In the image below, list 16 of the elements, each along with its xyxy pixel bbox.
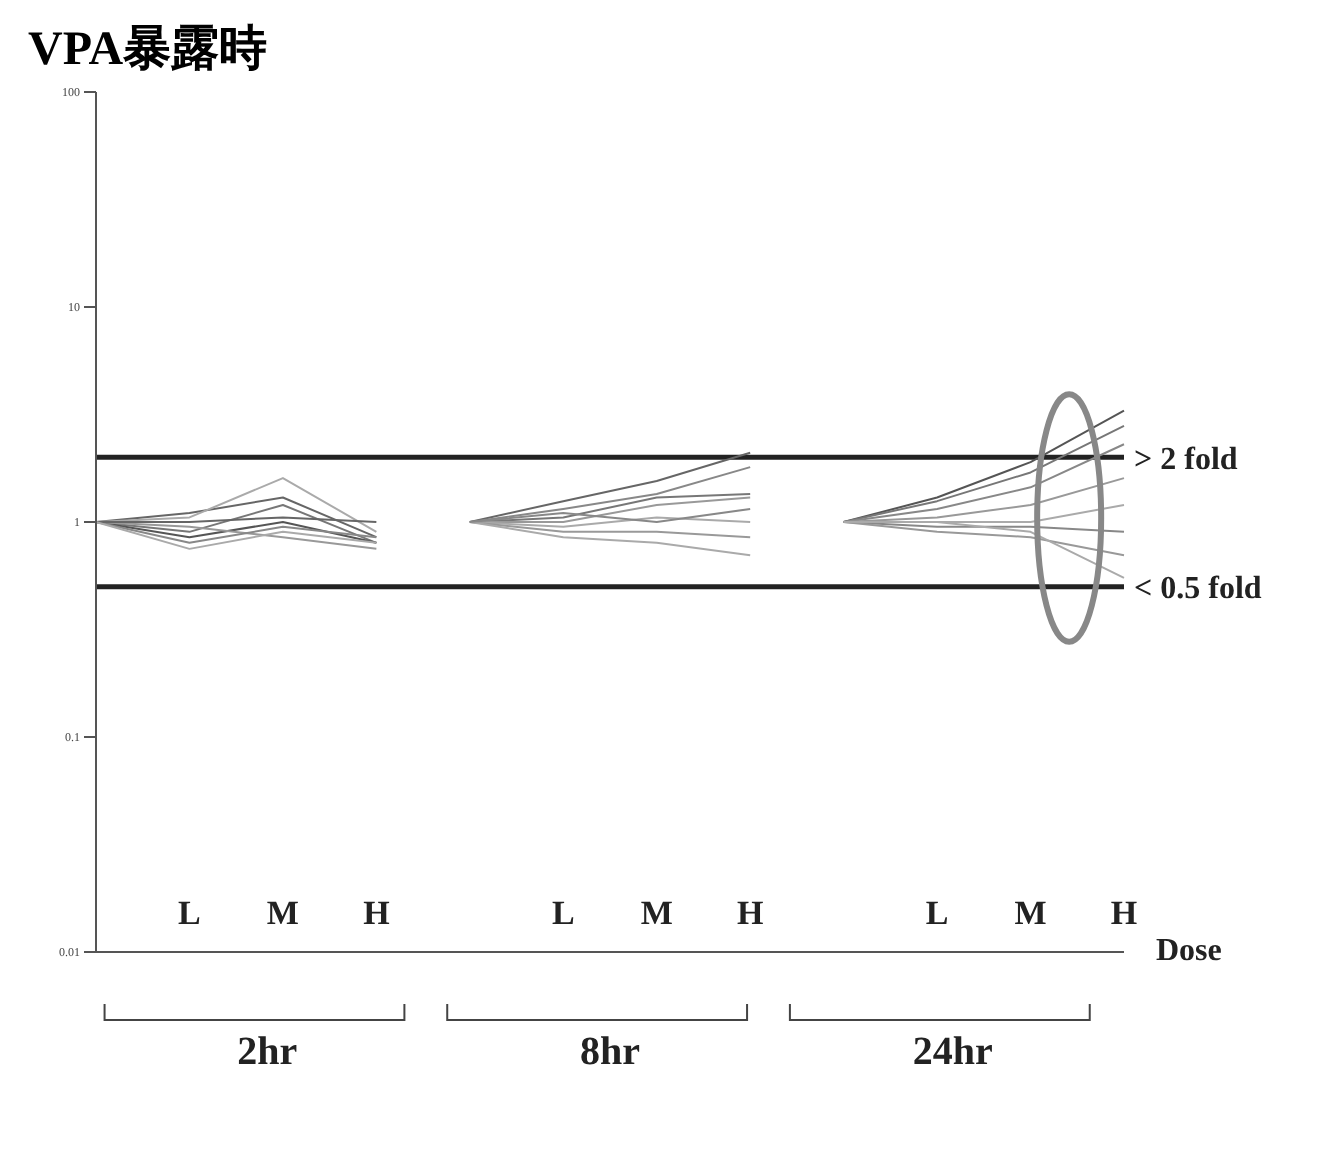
ref-line-label: > 2 fold: [1134, 442, 1238, 477]
text: 2hr: [237, 1030, 298, 1074]
text: 24hr: [912, 1030, 993, 1074]
x-tick-label: M: [1014, 894, 1047, 932]
text: 8hr: [580, 1030, 641, 1074]
chart-title: VPA暴露時: [28, 21, 270, 76]
x-tick-label: M: [640, 894, 673, 932]
x-tick-label: H: [736, 894, 764, 932]
x-tick-label: M: [266, 894, 299, 932]
x-tick-label: L: [178, 894, 201, 932]
ref-line-label: < 0.5 fold: [1134, 572, 1262, 607]
x-tick-label: L: [925, 894, 949, 932]
x-tick-label: L: [551, 894, 575, 932]
x-tick-label: H: [1110, 894, 1138, 932]
x-tick-label: H: [363, 894, 390, 932]
text: Dose: [1156, 934, 1222, 968]
